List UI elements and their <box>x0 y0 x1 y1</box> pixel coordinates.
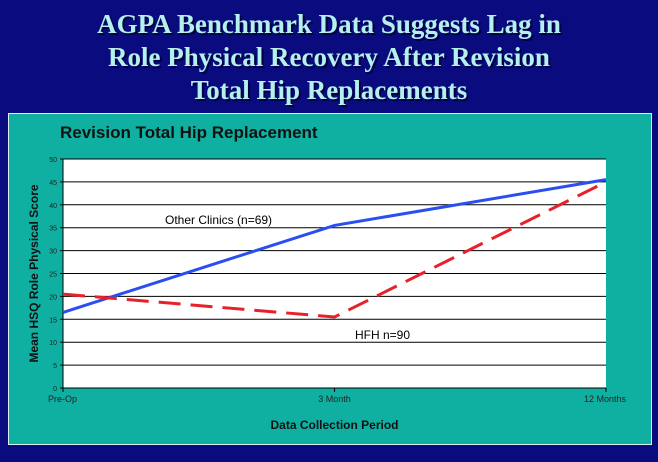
y-tick-label: 50 <box>49 157 57 164</box>
slide-title-line: Total Hip Replacements <box>190 75 468 105</box>
y-tick-label: 25 <box>49 272 57 279</box>
slide-title-line: AGPA Benchmark Data Suggests Lag in <box>97 9 561 39</box>
chart-title: Revision Total Hip Replacement <box>60 123 318 142</box>
y-tick-label: 15 <box>49 317 57 324</box>
series-line-other-clinics <box>62 178 607 314</box>
y-tick-label: 30 <box>49 249 57 256</box>
y-tick-label: 10 <box>49 340 57 347</box>
series-label-other-clinics: Other Clinics (n=69) <box>165 213 272 227</box>
x-axis-label: Data Collection Period <box>270 418 398 432</box>
y-axis-label: Mean HSQ Role Physical Score <box>27 184 41 362</box>
y-tick-label: 0 <box>53 386 57 393</box>
y-tick-label: 35 <box>49 226 57 233</box>
y-tick-label: 45 <box>49 180 57 187</box>
x-tick-label: 3 Month <box>318 394 351 404</box>
y-tick-label: 5 <box>53 363 57 370</box>
slide-title: AGPA Benchmark Data Suggests Lag in Role… <box>0 8 658 107</box>
y-tick-label: 40 <box>49 203 57 210</box>
series-line-hfh <box>62 180 607 319</box>
slide-title-line: Role Physical Recovery After Revision <box>108 42 550 72</box>
x-tick-label: 12 Months <box>584 394 627 404</box>
y-tick-label: 20 <box>49 294 57 301</box>
x-tick-label: Pre-Op <box>48 394 77 404</box>
series-label-hfh: HFH n=90 <box>355 328 410 342</box>
